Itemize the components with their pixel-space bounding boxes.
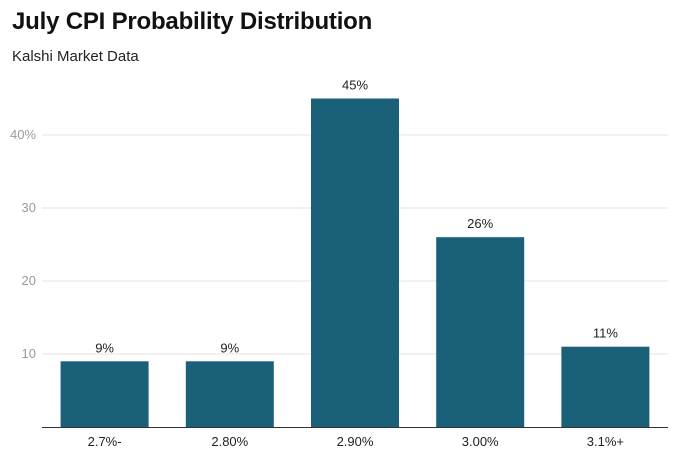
data-label: 26%	[467, 216, 493, 231]
x-tick-label: 3.1%+	[587, 434, 624, 449]
y-tick-label: 20	[22, 273, 36, 288]
y-tick-label: 10	[22, 346, 36, 361]
x-tick-label: 3.00%	[462, 434, 499, 449]
y-tick-label: 30	[22, 200, 36, 215]
data-label: 45%	[342, 78, 368, 93]
x-tick-label: 2.80%	[211, 434, 248, 449]
bar	[436, 237, 525, 427]
y-tick-label: 40%	[10, 127, 36, 142]
data-labels: 9% 9% 45% 26% 11%	[95, 78, 618, 356]
bar	[311, 98, 399, 427]
chart-title: July CPI Probability Distribution	[12, 8, 373, 35]
bar	[60, 361, 149, 427]
data-label: 9%	[220, 340, 239, 355]
x-tick-label: 2.7%-	[88, 434, 122, 449]
y-axis-ticks: 10 20 30 40%	[10, 127, 36, 361]
x-tick-label: 2.90%	[337, 434, 374, 449]
bars	[60, 98, 650, 427]
data-label: 9%	[95, 340, 114, 355]
data-label: 11%	[593, 326, 618, 341]
bar	[185, 361, 274, 427]
x-axis-ticks: 2.7%- 2.80% 2.90% 3.00% 3.1%+	[88, 434, 624, 449]
chart-subtitle: Kalshi Market Data	[12, 48, 139, 65]
bar	[561, 346, 650, 427]
